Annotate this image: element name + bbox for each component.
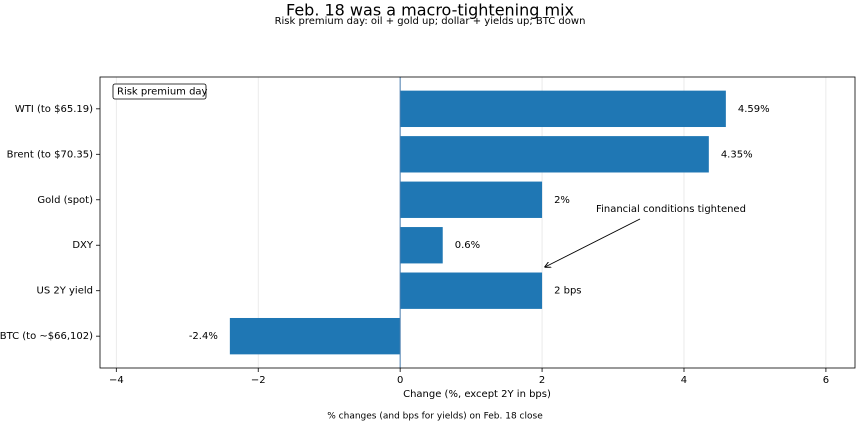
value-label: 2% xyxy=(554,195,570,206)
x-tick-label: −4 xyxy=(109,375,124,386)
chart-subtitle: Risk premium day: oil + gold up; dollar … xyxy=(275,16,586,27)
plot-frame xyxy=(99,76,856,369)
y-tick-label: DXY xyxy=(72,240,94,251)
value-label: 4.35% xyxy=(721,149,753,160)
footnote: % changes (and bps for yields) on Feb. 1… xyxy=(327,412,543,422)
bar xyxy=(400,181,543,218)
value-label: 2 bps xyxy=(554,286,581,297)
bar xyxy=(229,317,401,355)
y-tick-label: US 2Y yield xyxy=(37,286,93,297)
x-tick-label: −2 xyxy=(251,375,266,386)
annotation: Financial conditions tightened xyxy=(596,204,746,215)
box-label: Risk premium day xyxy=(117,87,208,98)
x-tick-label: 2 xyxy=(539,375,545,386)
value-label: -2.4% xyxy=(189,331,218,342)
chart-title: Feb. 18 was a macro-tightening mix xyxy=(286,1,574,20)
x-axis-label: Change (%, except 2Y in bps) xyxy=(403,389,551,400)
box xyxy=(112,83,207,100)
bar xyxy=(400,90,726,128)
y-tick-label: BTC (to ~$66,102) xyxy=(0,331,93,342)
y-tick-label: WTI (to $65.19) xyxy=(15,104,93,115)
y-tick-label: Brent (to $70.35) xyxy=(7,149,93,160)
plot: WTI (to $65.19) 4.59% Brent (to $70.35) 4.3… xyxy=(0,77,770,368)
y-tick-label: Gold (spot) xyxy=(37,195,93,206)
x-tick-label: 0 xyxy=(397,375,403,386)
bar xyxy=(400,272,543,309)
x-tick-label: 6 xyxy=(823,375,829,386)
x-tick-label: 4 xyxy=(681,375,687,386)
bar xyxy=(400,227,443,264)
value-label: 0.6% xyxy=(455,240,480,251)
value-label: 4.59% xyxy=(738,104,770,115)
annotation-arrow xyxy=(545,218,641,267)
bar xyxy=(400,136,709,173)
